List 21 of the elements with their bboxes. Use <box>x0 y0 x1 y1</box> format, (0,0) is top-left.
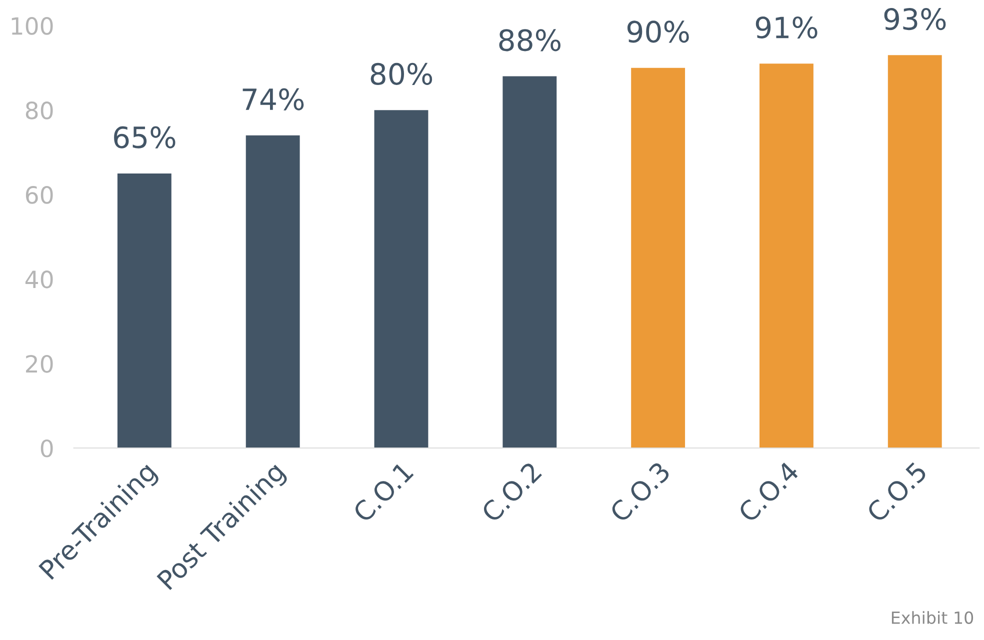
y-tick-label: 60 <box>26 186 53 204</box>
data-label: 88% <box>499 29 560 52</box>
data-label: 90% <box>627 20 689 43</box>
data-label: 74% <box>242 88 304 110</box>
y-tick-label: 80 <box>26 102 53 120</box>
bar <box>502 76 557 448</box>
data-label: 65% <box>114 126 176 148</box>
bar <box>631 68 686 448</box>
bar <box>117 173 172 448</box>
bar <box>246 135 300 448</box>
data-label: 93% <box>884 8 946 30</box>
y-tick-label: 0 <box>40 439 53 458</box>
bar <box>888 55 942 448</box>
data-label: 91% <box>756 16 818 39</box>
data-label: 80% <box>370 62 432 85</box>
y-tick-label: 100 <box>12 17 53 35</box>
bar <box>760 64 814 448</box>
bar <box>374 110 428 448</box>
y-tick-label: 20 <box>26 354 53 373</box>
y-tick-label: 40 <box>25 270 53 288</box>
text: Exhibit 10 <box>892 611 974 624</box>
